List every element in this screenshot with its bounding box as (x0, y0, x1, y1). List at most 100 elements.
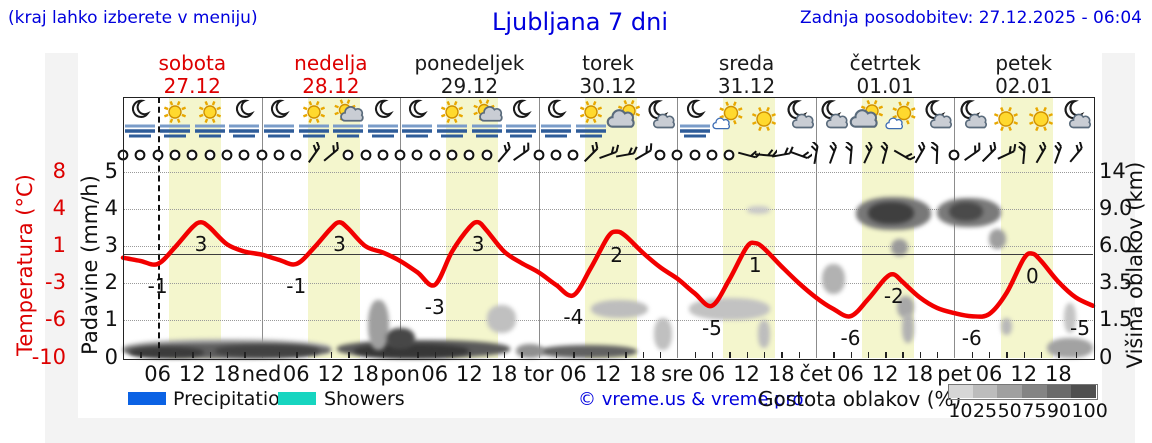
precipitation-label: Precipitation (173, 388, 292, 410)
hour-tick (937, 352, 939, 358)
wind-calm-icon (404, 142, 430, 168)
wind-calm-icon (197, 142, 223, 168)
cloud-density-blob (215, 345, 320, 357)
wind-barb-icon (1063, 142, 1089, 168)
day-name: sobota (158, 51, 227, 75)
cloud-density-blob (368, 299, 389, 351)
wind-barb-icon (924, 142, 950, 168)
wind-barb-icon (612, 142, 638, 168)
sun-cloud-icon (605, 97, 645, 143)
precip-axis-tick: 3 (104, 233, 118, 257)
hour-tick (590, 352, 593, 358)
cloud-density-gradient-segment (972, 384, 998, 398)
wind-barb-icon (855, 142, 881, 168)
wind-calm-icon (127, 142, 153, 168)
wind-calm-icon (682, 142, 708, 168)
sun-fog-icon (190, 97, 230, 143)
hour-tick (382, 352, 385, 358)
hour-tick (365, 352, 367, 358)
hour-tick (521, 352, 523, 358)
hour-tick (313, 352, 315, 358)
wind-calm-icon (179, 142, 205, 168)
x-label-day: sre (661, 362, 694, 386)
showers-label: Showers (324, 388, 405, 410)
cloud-density-gradient-segment (1046, 384, 1072, 398)
x-label-hour: 06 (282, 362, 310, 386)
cloud-density-blob (385, 327, 415, 350)
x-label-hour: 06 (837, 362, 864, 386)
last-update-text: Zadnja posodobitev: 27.12.2025 - 06:04 (800, 8, 1142, 28)
cloud-density-blob (989, 228, 1007, 249)
temp-point-label: -6 (840, 326, 861, 351)
temp-point-label: 0 (1026, 263, 1039, 288)
day-name: ponedeljek (414, 51, 525, 75)
cloud-density-blob (902, 312, 914, 343)
hour-tick (417, 352, 419, 358)
hour-tick (174, 352, 177, 358)
day-date: 28.12 (302, 74, 360, 98)
hour-tick (902, 352, 904, 358)
moon-cloud-icon (640, 97, 680, 143)
temp-point-label: -6 (961, 326, 982, 351)
temperature-axis-title: Temperatura (°C) (13, 174, 37, 356)
hour-tick (642, 352, 645, 358)
sun-fog-icon (294, 97, 334, 143)
x-label-hour: 06 (144, 362, 172, 386)
hour-tick (140, 352, 142, 358)
wind-barb-icon (751, 142, 777, 168)
x-label-day: pet (937, 362, 972, 386)
day-name: torek (582, 51, 634, 75)
day-date: 31.12 (717, 74, 776, 98)
temp-axis-tick: 1 (52, 233, 66, 257)
x-label-hour: 18 (490, 362, 518, 386)
bottom-margin-strip (45, 418, 1135, 443)
cloud-density-gradient-segment (1022, 384, 1048, 398)
moon-fog-icon (536, 97, 576, 143)
cloud-density-scale-label: 75 (1022, 400, 1047, 422)
wind-barb-icon (872, 142, 898, 168)
wind-barb-icon (578, 142, 604, 168)
temp-axis-tick: 8 (52, 159, 66, 183)
precipitation-axis-title: Padavine (mm/h) (78, 175, 102, 355)
temp-point-label: -1 (286, 274, 307, 298)
precip-gridline (123, 283, 1093, 284)
sun-icon (986, 97, 1026, 143)
precipitation-swatch (128, 392, 166, 405)
wind-calm-icon (543, 142, 569, 168)
wind-calm-icon (387, 142, 413, 168)
cloud-density-blob (654, 318, 672, 351)
day-date: 27.12 (163, 74, 221, 98)
cloud-density-blob (515, 344, 545, 358)
wind-calm-icon (474, 142, 500, 168)
wind-calm-icon (353, 142, 379, 168)
cloud-density-gradient-segment (1071, 384, 1097, 398)
cloud-density-blob (821, 263, 845, 295)
wind-calm-icon (214, 142, 240, 168)
x-label-hour: 06 (421, 362, 449, 386)
hour-tick (452, 352, 454, 358)
precip-gridline (123, 320, 1093, 321)
cloud-density-blob (688, 297, 770, 320)
wind-barb-icon (491, 142, 517, 168)
cloud-density-blob (538, 345, 637, 358)
wind-calm-icon (283, 142, 309, 168)
day-name: nedelja (294, 51, 368, 75)
hour-tick (919, 352, 922, 358)
temp-point-label: 2 (610, 242, 624, 267)
moon-cloud-icon (917, 97, 957, 143)
wind-calm-icon (145, 142, 171, 168)
hour-tick (278, 352, 281, 358)
x-label-hour: 12 (317, 362, 345, 386)
hour-tick (296, 352, 298, 358)
temp-point-label: 3 (333, 232, 346, 257)
wind-barb-icon (1028, 142, 1054, 168)
cloud-density-label: Gostota oblakov (%) (758, 387, 962, 411)
hour-tick (348, 352, 350, 358)
cloud-density-gradient-border (948, 384, 1098, 400)
cloud-density-scale-label: 100 (1071, 400, 1108, 422)
wind-calm-icon (456, 142, 482, 168)
wind-calm-icon (370, 142, 396, 168)
wind-barb-icon (838, 142, 864, 168)
wind-barb-icon (1011, 142, 1037, 168)
moon-fog-icon (675, 97, 715, 143)
